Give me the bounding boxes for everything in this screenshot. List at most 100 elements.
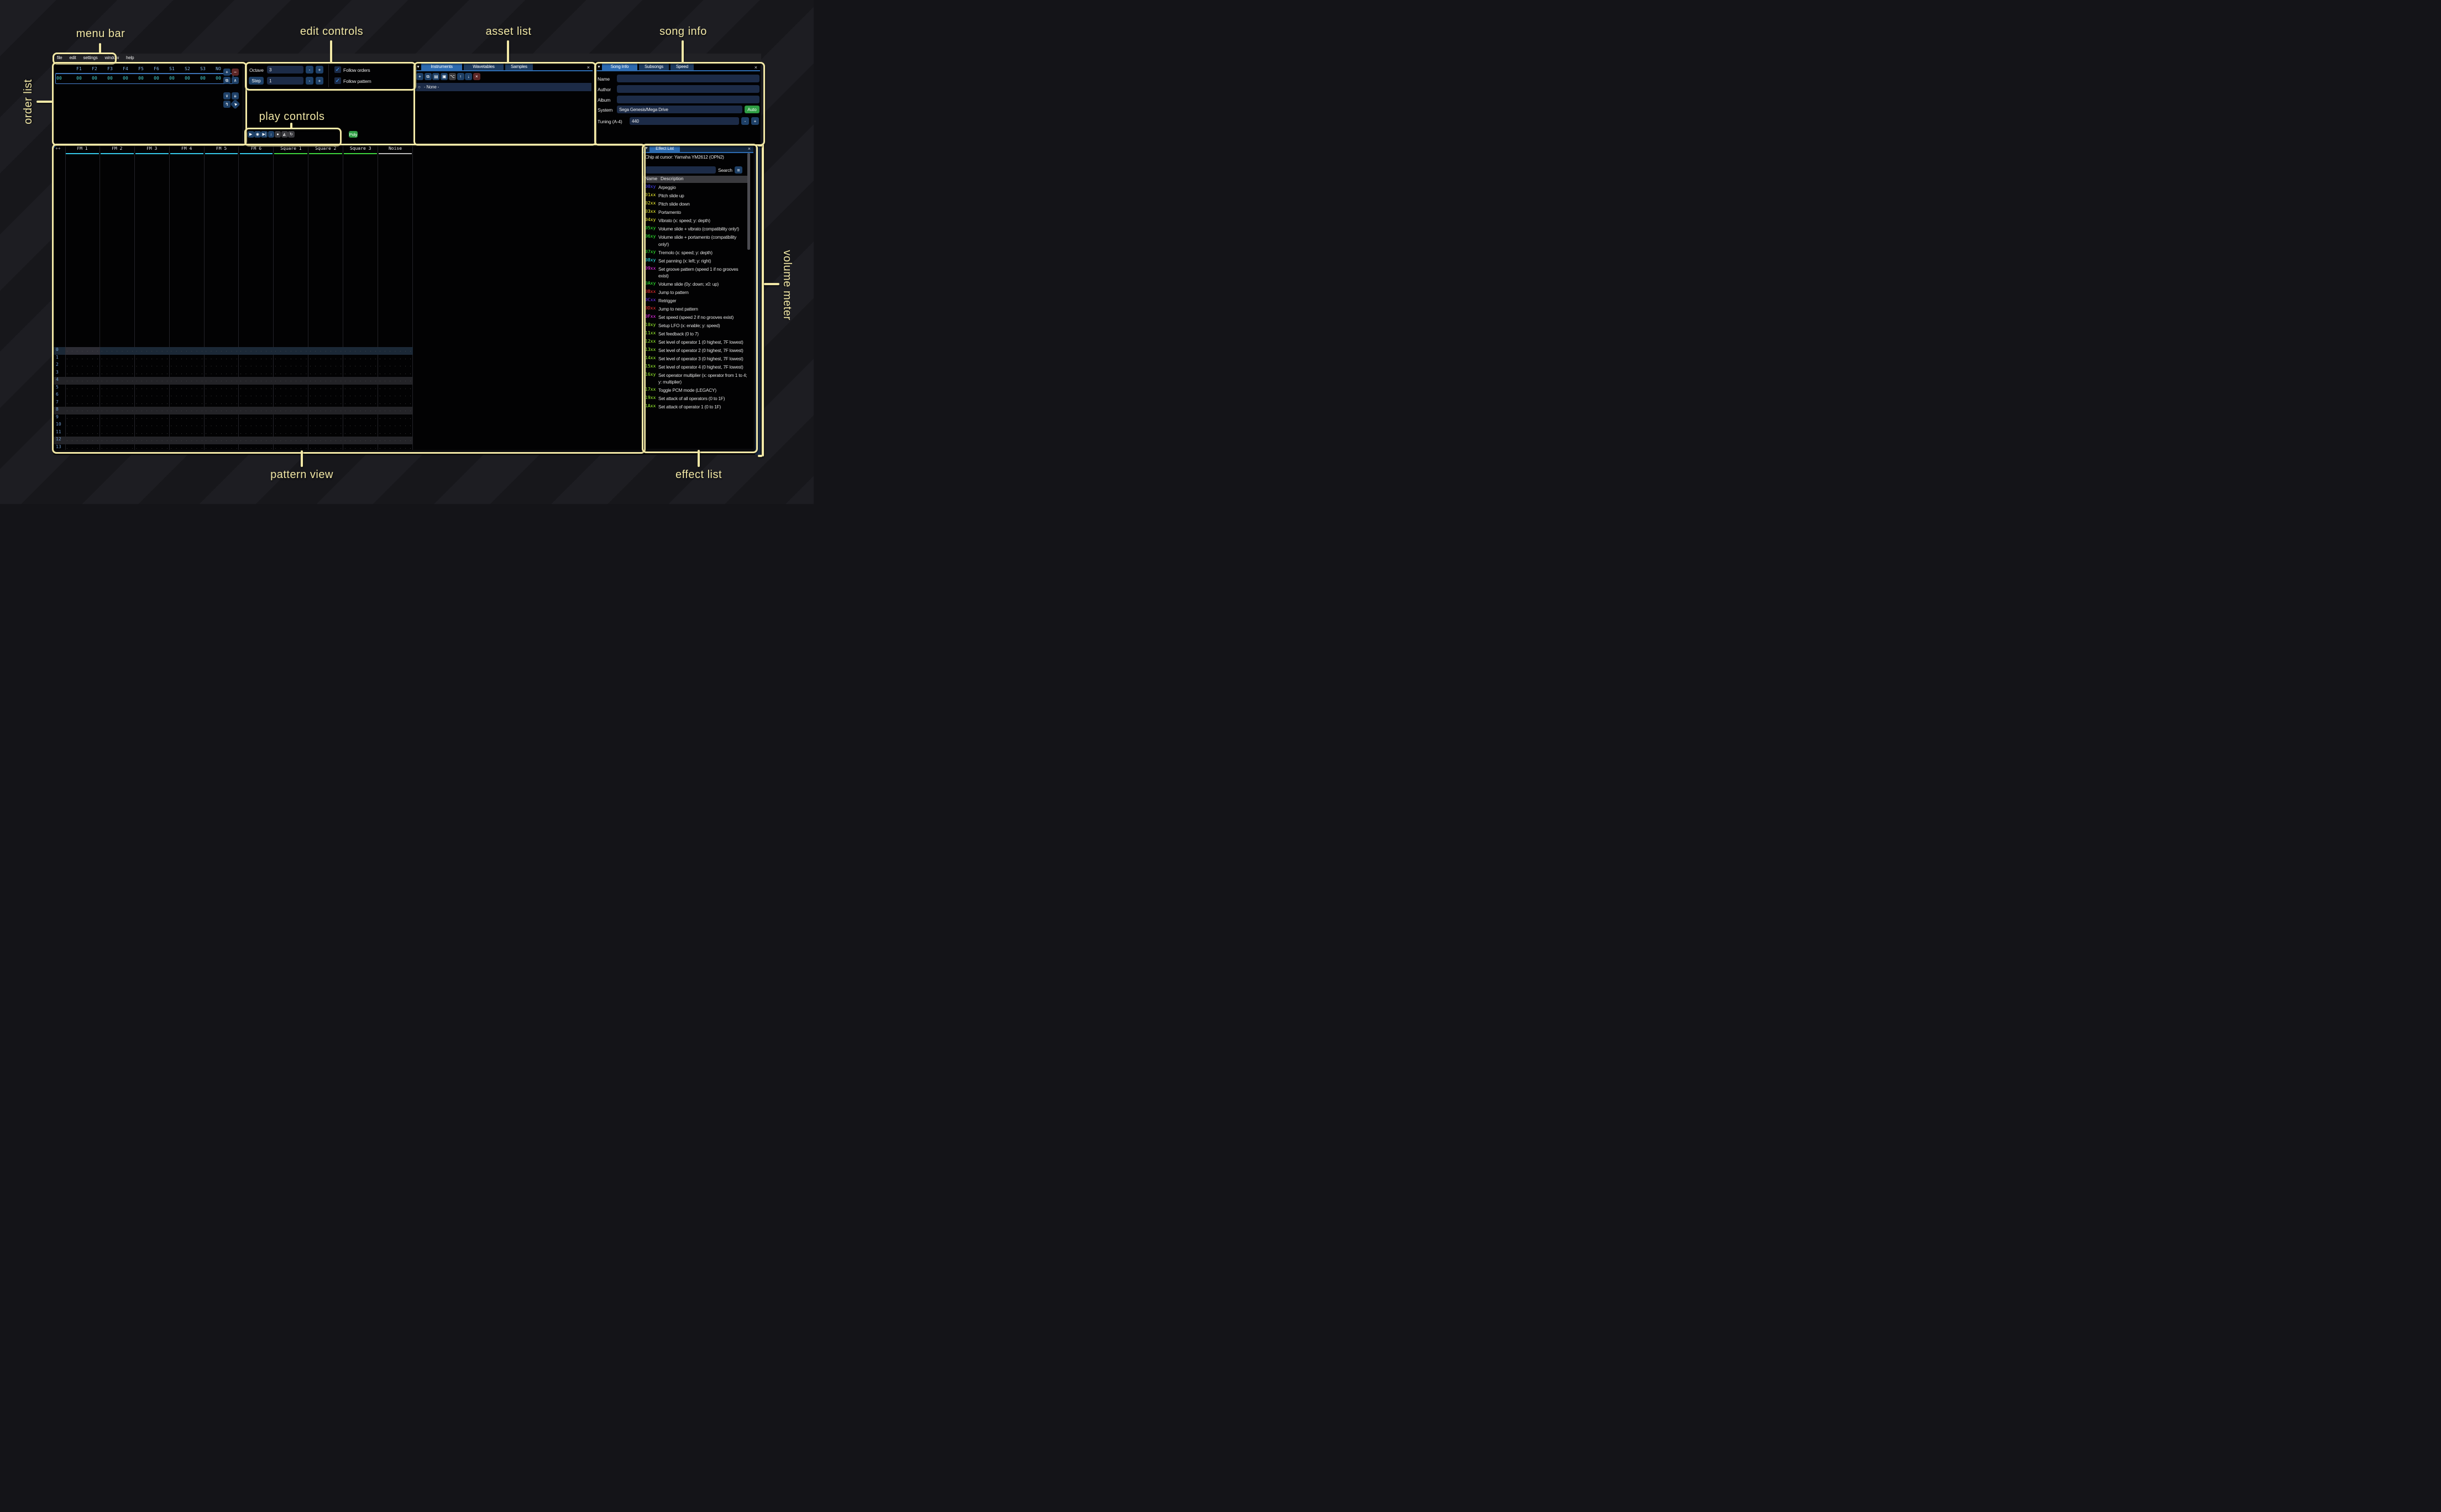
pattern-cell[interactable]: . . . . . . . . . . . . [101, 364, 134, 368]
pattern-cell[interactable]: . . . . . . . . . . . . [101, 379, 134, 382]
tuning-input[interactable]: 440 [630, 117, 739, 125]
pattern-cell[interactable]: . . . . . . . . . . . . [170, 431, 204, 435]
pattern-cell[interactable]: . . . . . . . . . . . . [274, 371, 308, 375]
effect-row-0Fxx[interactable]: 0Fxx Set speed (speed 2 if no grooves exi… [645, 313, 748, 322]
effect-row-03xx[interactable]: 03xx Portamento [645, 208, 748, 217]
effect-row-0Bxx[interactable]: 0Bxx Jump to pattern [645, 288, 748, 297]
pattern-cell[interactable]: . . . . . . . . . . . . [309, 416, 343, 420]
effect-table-header[interactable]: Name Description [643, 176, 748, 183]
pattern-cell[interactable]: . . . . . . . . . . . . [344, 438, 378, 442]
stop-button[interactable]: ● [274, 131, 281, 138]
pattern-cell[interactable]: . . . . . . . . . . . . [274, 379, 308, 382]
effect-row-06xy[interactable]: 06xy Volume slide + portamento (compatibi… [645, 233, 748, 249]
pattern-cell[interactable]: . . . . . . . . . . . . [170, 416, 204, 420]
effect-row-01xx[interactable]: 01xx Pitch slide up [645, 192, 748, 200]
step-plus-button[interactable]: + [316, 77, 323, 85]
menu-item-window[interactable]: window [104, 55, 119, 60]
close-icon[interactable]: × [747, 146, 751, 151]
pattern-cell[interactable]: . . . . . . . . . . . . [101, 431, 134, 435]
move-order-down-button[interactable]: ∨ [223, 92, 231, 99]
effect-list-titlebar[interactable]: ▼ Effect List × [643, 145, 753, 152]
pattern-cell[interactable]: . . . . . . . . . . . . [65, 347, 100, 355]
pattern-cell[interactable]: . . . . . . . . . . . . [101, 416, 134, 420]
channel-FM-4[interactable]: FM 4 [170, 145, 205, 450]
tab-Subsongs[interactable]: Subsongs [639, 63, 669, 70]
pattern-cell[interactable]: . . . . . . . . . . . . [309, 445, 343, 450]
pattern-cell[interactable]: . . . . . . . . . . . . [344, 379, 378, 382]
order-cell[interactable]: 00 [92, 76, 97, 81]
pattern-cell[interactable]: . . . . . . . . . . . . [135, 393, 169, 397]
octave-plus-button[interactable]: + [316, 66, 323, 74]
order-cell[interactable]: 00 [216, 76, 221, 81]
pattern-cell[interactable]: . . . . . . . . . . . . [274, 364, 308, 368]
effect-row-19xx[interactable]: 19xx Set attack of all operators (0 to 1F… [645, 395, 748, 403]
metronome-button[interactable]: ◭ [281, 131, 288, 138]
pattern-row[interactable]: 11. . . . . . . . . . . .. . . . . . . .… [54, 429, 413, 437]
pattern-cell[interactable]: . . . . . . . . . . . . [379, 416, 412, 420]
pattern-cell[interactable]: . . . . . . . . . . . . [274, 408, 308, 412]
channel-FM-3[interactable]: FM 3 [135, 145, 170, 450]
open-asset-button[interactable]: ▤ [432, 73, 440, 80]
effect-row-0Cxx[interactable]: 0Cxx Retrigger [645, 297, 748, 305]
step-input[interactable]: 1 [267, 77, 303, 85]
pattern-cell[interactable]: . . . . . . . . . . . . [274, 445, 308, 450]
tuning-plus-button[interactable]: + [751, 117, 759, 125]
pattern-cell[interactable]: . . . . . . . . . . . . [66, 401, 99, 405]
pattern-cell[interactable]: . . . . . . . . . . . . [344, 423, 378, 427]
collapse-icon[interactable]: ▼ [645, 146, 648, 150]
pattern-cell[interactable]: . . . . . . . . . . . . [239, 408, 273, 412]
pattern-cell[interactable]: . . . . . . . . . . . . [274, 438, 308, 442]
duplicate-order-button[interactable]: ⧉ [223, 77, 231, 84]
move-order-up-button[interactable]: ∧ [232, 77, 239, 84]
pattern-cell[interactable]: . . . . . . . . . . . . [309, 431, 343, 435]
pattern-cell[interactable]: . . . . . . . . . . . . [205, 438, 238, 442]
add-order-button[interactable]: + [223, 69, 231, 76]
step-button[interactable]: Step [249, 77, 264, 85]
pattern-cell[interactable]: . . . . . . . . . . . . [205, 416, 238, 420]
effect-row-08xy[interactable]: 08xy Set panning (x: left; y: right) [645, 256, 748, 265]
pattern-cell[interactable]: . . . . . . . . . . . . [309, 349, 343, 353]
effect-search-input[interactable] [645, 166, 716, 174]
pattern-cell[interactable]: . . . . . . . . . . . . [66, 386, 99, 390]
pattern-cell[interactable]: . . . . . . . . . . . . [101, 349, 134, 353]
pattern-cell[interactable]: . . . . . . . . . . . . [101, 371, 134, 375]
pattern-cell[interactable]: . . . . . . . . . . . . [205, 364, 238, 368]
pattern-cell[interactable]: . . . . . . . . . . . . [135, 364, 169, 368]
pattern-cell[interactable]: . . . . . . . . . . . . [379, 401, 412, 405]
pattern-cell[interactable]: . . . . . . . . . . . . [205, 386, 238, 390]
pattern-cell[interactable]: . . . . . . . . . . . . [274, 356, 308, 360]
effect-row-17xx[interactable]: 17xx Toggle PCM mode (LEGACY) [645, 386, 748, 395]
repeat-pattern-button[interactable]: ↻ [288, 131, 295, 138]
effect-menu-button[interactable]: ≡ [735, 166, 742, 174]
pattern-row[interactable]: 1. . . . . . . . . . . .. . . . . . . . … [54, 355, 413, 363]
order-cell[interactable]: 00 [123, 76, 128, 81]
effect-row-13xx[interactable]: 13xx Set level of operator 2 (0 highest, … [645, 347, 748, 355]
pattern-cell[interactable]: . . . . . . . . . . . . [170, 408, 204, 412]
pattern-cell[interactable]: . . . . . . . . . . . . [170, 445, 204, 450]
pattern-cell[interactable]: . . . . . . . . . . . . [66, 371, 99, 375]
pattern-cell[interactable]: . . . . . . . . . . . . [239, 416, 273, 420]
description-column-header[interactable]: Description [661, 176, 684, 181]
follow-pattern-checkbox[interactable]: ✓ [334, 77, 341, 84]
pattern-cell[interactable]: . . . . . . . . . . . . [101, 356, 134, 360]
channel-FM-1[interactable]: FM 1 [65, 145, 100, 450]
effect-row-02xx[interactable]: 02xx Pitch slide down [645, 200, 748, 208]
pattern-cell[interactable]: . . . . . . . . . . . . [170, 386, 204, 390]
pattern-cell[interactable]: . . . . . . . . . . . . [170, 393, 204, 397]
tab-Samples[interactable]: Samples [505, 63, 533, 70]
pattern-cell[interactable]: . . . . . . . . . . . . [379, 445, 412, 450]
pattern-cell[interactable]: . . . . . . . . . . . . [239, 401, 273, 405]
pattern-cell[interactable]: . . . . . . . . . . . . [274, 416, 308, 420]
pattern-cell[interactable]: . . . . . . . . . . . . [379, 393, 412, 397]
pattern-cell[interactable]: . . . . . . . . . . . . [379, 438, 412, 442]
name-column-header[interactable]: Name [645, 176, 658, 181]
pattern-cell[interactable]: . . . . . . . . . . . . [239, 371, 273, 375]
channel-FM-5[interactable]: FM 5 [205, 145, 239, 450]
pattern-cell[interactable]: . . . . . . . . . . . . [135, 386, 169, 390]
pattern-cell[interactable]: . . . . . . . . . . . . [309, 386, 343, 390]
pattern-cell[interactable]: . . . . . . . . . . . . [309, 364, 343, 368]
pattern-cell[interactable]: . . . . . . . . . . . . [205, 349, 238, 353]
pattern-cell[interactable]: . . . . . . . . . . . . [135, 349, 169, 353]
pattern-cell[interactable]: . . . . . . . . . . . . [135, 371, 169, 375]
pattern-row[interactable]: 6. . . . . . . . . . . .. . . . . . . . … [54, 392, 413, 400]
